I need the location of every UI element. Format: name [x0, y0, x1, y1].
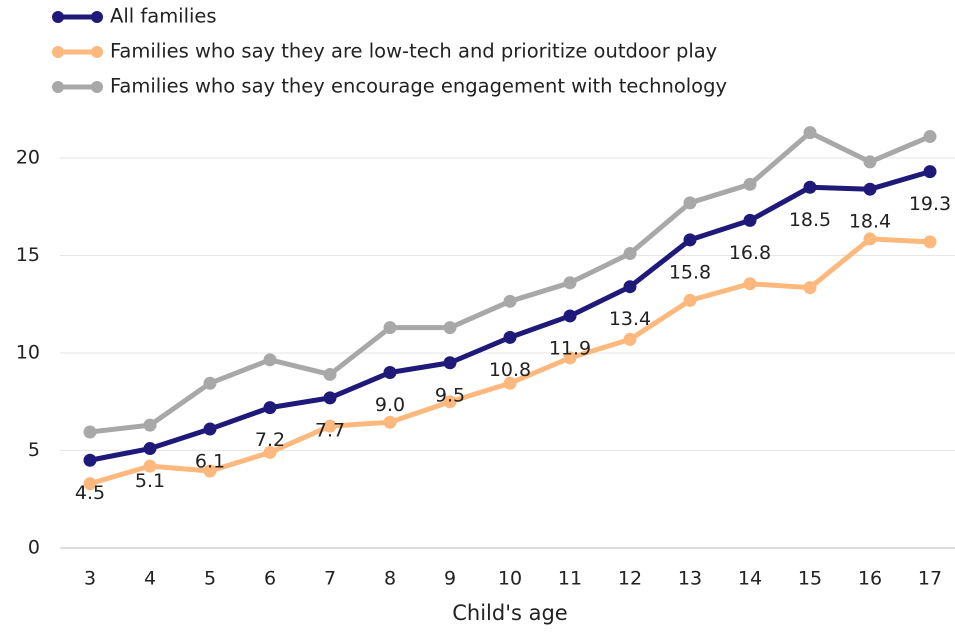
point: [143, 418, 157, 432]
x-tick-label: 3: [84, 568, 96, 590]
y-tick-label: 20: [16, 147, 40, 169]
point: [923, 130, 937, 144]
y-tick-label: 0: [28, 537, 40, 559]
x-tick-label: 5: [204, 568, 216, 590]
point: [443, 321, 457, 335]
point: [923, 235, 937, 249]
point: [323, 367, 337, 381]
data-label: 18.4: [849, 211, 891, 233]
point: [863, 155, 877, 169]
point: [683, 233, 697, 247]
point: [683, 196, 697, 210]
x-axis-label: Child's age: [452, 601, 567, 625]
point: [863, 232, 877, 246]
point: [563, 309, 577, 323]
point: [383, 415, 397, 429]
legend-dot: [91, 46, 103, 58]
point: [83, 477, 97, 491]
point: [803, 126, 817, 140]
point: [263, 353, 277, 367]
point: [263, 445, 277, 459]
point: [623, 247, 637, 261]
point: [203, 376, 217, 390]
point: [743, 277, 757, 291]
data-label: 11.9: [549, 337, 591, 359]
data-label: 6.1: [195, 451, 225, 473]
x-tick-label: 14: [738, 568, 762, 590]
point: [563, 351, 577, 365]
x-tick-label: 10: [498, 568, 522, 590]
data-label: 16.8: [729, 242, 771, 264]
legend-dot: [52, 81, 64, 93]
point: [323, 391, 337, 405]
x-tick-label: 6: [264, 568, 276, 590]
legend-dot: [52, 46, 64, 58]
point: [503, 376, 517, 390]
point: [83, 453, 97, 467]
x-tick-label: 8: [384, 568, 396, 590]
point: [383, 321, 397, 335]
legend-label: Families who say they encourage engageme…: [110, 75, 727, 98]
data-label: 9.5: [435, 384, 465, 406]
data-label: 7.7: [315, 419, 345, 441]
x-tick-label: 15: [798, 568, 822, 590]
point: [563, 276, 577, 290]
point: [323, 419, 337, 433]
x-tick-label: 9: [444, 568, 456, 590]
x-tick-label: 4: [144, 568, 156, 590]
data-label: 7.2: [255, 429, 285, 451]
point: [263, 401, 277, 415]
x-tick-label: 16: [858, 568, 882, 590]
data-label: 13.4: [609, 308, 651, 330]
x-tick-label: 7: [324, 568, 336, 590]
x-tick-label: 17: [918, 568, 942, 590]
legend-label: Families who say they are low-tech and p…: [110, 40, 717, 63]
x-tick-label: 11: [558, 568, 582, 590]
x-tick-label: 13: [678, 568, 702, 590]
point: [203, 422, 217, 436]
point: [623, 332, 637, 346]
point: [443, 395, 457, 409]
data-label: 15.8: [669, 261, 711, 283]
point: [863, 182, 877, 196]
point: [383, 366, 397, 379]
point: [803, 281, 817, 295]
point: [83, 425, 97, 439]
y-tick-label: 10: [16, 342, 40, 364]
point: [743, 213, 757, 227]
data-label: 4.5: [75, 482, 105, 504]
point: [443, 356, 457, 370]
legend-dot: [52, 11, 64, 23]
y-tick-label: 15: [16, 244, 40, 266]
x-tick-label: 12: [618, 568, 642, 590]
point: [503, 294, 517, 308]
legend-dot: [91, 81, 103, 93]
legend-dot: [91, 11, 103, 23]
point: [683, 293, 697, 307]
point: [143, 459, 157, 473]
point: [803, 180, 817, 194]
legend-label: All families: [110, 5, 217, 28]
data-label: 18.5: [789, 209, 831, 231]
point: [743, 177, 757, 191]
point: [503, 330, 517, 344]
data-label: 9.0: [375, 394, 405, 416]
data-label: 5.1: [135, 470, 165, 492]
point: [143, 442, 157, 456]
point: [923, 165, 937, 179]
point: [203, 464, 217, 478]
point: [623, 280, 637, 294]
data-label: 19.3: [909, 193, 951, 215]
data-label: 10.8: [489, 359, 531, 381]
y-tick-label: 5: [28, 439, 40, 461]
